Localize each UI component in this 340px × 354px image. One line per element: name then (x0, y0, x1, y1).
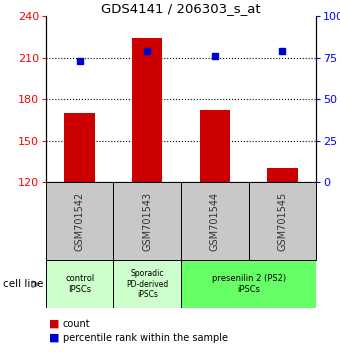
Text: Sporadic
PD-derived
iPSCs: Sporadic PD-derived iPSCs (126, 269, 168, 299)
Title: GDS4141 / 206303_s_at: GDS4141 / 206303_s_at (101, 2, 261, 15)
Bar (114, 182, 181, 260)
Bar (181, 260, 316, 308)
Text: control
IPSCs: control IPSCs (65, 274, 94, 294)
Text: GSM701544: GSM701544 (210, 192, 220, 251)
Text: ■: ■ (49, 333, 60, 343)
Bar (65, 113, 95, 182)
Bar (46, 260, 114, 308)
Bar (181, 182, 249, 260)
Bar (132, 38, 163, 182)
Bar (267, 169, 298, 182)
Text: GSM701542: GSM701542 (75, 192, 85, 251)
Bar (46, 182, 114, 260)
Text: percentile rank within the sample: percentile rank within the sample (63, 333, 228, 343)
Bar (200, 110, 230, 182)
Text: count: count (63, 319, 90, 329)
Text: GSM701543: GSM701543 (142, 192, 152, 251)
Text: GSM701545: GSM701545 (277, 192, 287, 251)
Text: presenilin 2 (PS2)
iPSCs: presenilin 2 (PS2) iPSCs (211, 274, 286, 294)
Text: ■: ■ (49, 319, 60, 329)
Bar (114, 260, 181, 308)
Text: cell line: cell line (3, 279, 44, 289)
Bar (249, 182, 316, 260)
